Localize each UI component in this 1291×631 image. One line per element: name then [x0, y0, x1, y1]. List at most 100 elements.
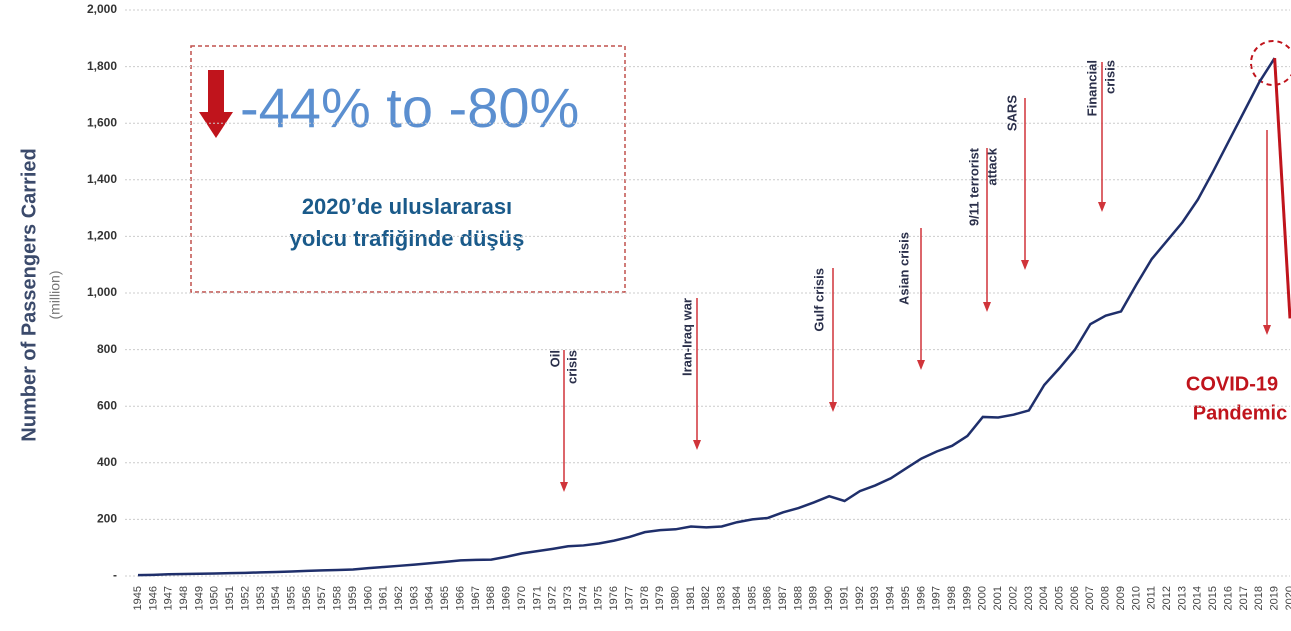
x-tick-label: 2001 — [992, 586, 1004, 610]
x-tick-label: 1996 — [915, 586, 927, 610]
covid-label: COVID-19 — [1186, 373, 1278, 395]
x-tick-label: 2003 — [1023, 586, 1035, 610]
annotation-text: Financial — [1084, 60, 1099, 116]
annotation-arrowhead — [560, 482, 568, 492]
x-tick-label: 1981 — [685, 586, 697, 610]
x-tick-label: 1986 — [762, 586, 774, 610]
x-tick-label: 2014 — [1192, 586, 1204, 610]
annotation-arrowhead — [1021, 260, 1029, 270]
x-tick-label: 1947 — [163, 586, 175, 610]
x-tick-label: 1972 — [547, 586, 559, 610]
annotation-arrowhead — [917, 360, 925, 370]
x-tick-label: 1955 — [286, 586, 298, 610]
x-tick-label: 2019 — [1269, 586, 1281, 610]
peak-circle — [1250, 40, 1291, 86]
y-axis-unit: (million) — [47, 271, 63, 320]
x-tick-label: 1998 — [946, 586, 958, 610]
x-tick-label: 1969 — [501, 586, 513, 610]
x-tick-label: 1946 — [147, 586, 159, 610]
annotation-text: 9/11 terrorist — [966, 147, 981, 226]
x-tick-label: 1953 — [255, 586, 267, 610]
x-tick-label: 2005 — [1054, 586, 1066, 610]
y-tick-label: 1,600 — [87, 115, 117, 129]
callout-headline: -44% to -80% — [240, 76, 579, 139]
x-tick-label: 1952 — [239, 586, 251, 610]
y-tick-label: 600 — [97, 398, 117, 412]
x-tick-label: 1963 — [408, 586, 420, 610]
x-tick-label: 1995 — [900, 586, 912, 610]
annotation-arrowhead — [1098, 202, 1106, 212]
x-tick-label: 1977 — [623, 586, 635, 610]
x-tick-label: 1980 — [670, 586, 682, 610]
x-tick-label: 2000 — [977, 586, 989, 610]
y-tick-label: 2,000 — [87, 2, 117, 16]
x-tick-label: 1967 — [470, 586, 482, 610]
data-line — [137, 57, 1276, 577]
annotation-text: Gulf crisis — [811, 268, 826, 332]
x-tick-label: 2020 — [1284, 586, 1291, 610]
x-tick-label: 2002 — [1007, 586, 1019, 610]
x-tick-label: 1992 — [854, 586, 866, 610]
callout-box — [190, 45, 626, 293]
y-tick-label: 1,000 — [87, 285, 117, 299]
y-tick-label: 400 — [97, 455, 117, 469]
x-tick-label: 1971 — [531, 586, 543, 610]
x-tick-label: 1950 — [209, 586, 221, 610]
x-tick-label: 1962 — [393, 586, 405, 610]
annotation-text: Iran-Iraq war — [679, 298, 694, 376]
y-tick-label: 1,400 — [87, 172, 117, 186]
x-tick-label: 1949 — [193, 586, 205, 610]
annotation-arrowhead — [829, 402, 837, 412]
x-tick-label: 1991 — [838, 586, 850, 610]
x-tick-label: 2016 — [1222, 586, 1234, 610]
x-tick-label: 2009 — [1115, 586, 1127, 610]
x-tick-label: 1948 — [178, 586, 190, 610]
x-tick-label: 2006 — [1069, 586, 1081, 610]
x-tick-label: 1974 — [577, 586, 589, 610]
y-tick-label: 800 — [97, 342, 117, 356]
annotation-arrowhead — [693, 440, 701, 450]
y-axis-label: Number of Passengers Carried — [18, 148, 40, 441]
x-tick-label: 1964 — [424, 586, 436, 610]
x-tick-label: 1985 — [746, 586, 758, 610]
annotation-text: crisis — [564, 350, 579, 384]
y-tick-label: 1,200 — [87, 229, 117, 243]
y-tick-label: 1,800 — [87, 59, 117, 73]
x-tick-label: 1960 — [362, 586, 374, 610]
x-tick-label: 1970 — [516, 586, 528, 610]
x-tick-label: 1984 — [731, 586, 743, 610]
annotation-text: Oil — [547, 350, 562, 367]
x-tick-label: 1965 — [439, 586, 451, 610]
y-tick-label: - — [113, 568, 117, 582]
x-tick-label: 1954 — [270, 586, 282, 610]
x-tick-label: 1989 — [808, 586, 820, 610]
y-tick-label: 200 — [97, 512, 117, 526]
x-tick-label: 2011 — [1146, 586, 1158, 610]
x-tick-label: 1959 — [347, 586, 359, 610]
covid-drop-line — [1273, 58, 1291, 319]
x-tick-label: 1990 — [823, 586, 835, 610]
x-tick-label: 1987 — [777, 586, 789, 610]
callout-text: yolcu trafiğinde düşüş — [290, 226, 525, 251]
x-tick-label: 1979 — [654, 586, 666, 610]
x-tick-label: 1994 — [885, 586, 897, 610]
x-tick-label: 1956 — [301, 586, 313, 610]
x-tick-label: 1982 — [700, 586, 712, 610]
x-tick-label: 2004 — [1038, 586, 1050, 610]
x-tick-label: 1966 — [454, 586, 466, 610]
annotation-arrowhead — [1263, 325, 1271, 335]
x-tick-label: 1957 — [316, 586, 328, 610]
x-tick-label: 2012 — [1161, 586, 1173, 610]
annotation-text: crisis — [1102, 60, 1117, 94]
x-tick-label: 1988 — [792, 586, 804, 610]
annotation-text: attack — [984, 147, 999, 185]
x-tick-label: 2013 — [1176, 586, 1188, 610]
x-tick-label: 1973 — [562, 586, 574, 610]
x-tick-label: 2015 — [1207, 586, 1219, 610]
x-tick-label: 2018 — [1253, 586, 1265, 610]
x-tick-label: 2017 — [1238, 586, 1250, 610]
annotation-text: Asian crisis — [896, 232, 911, 305]
x-tick-label: 1945 — [132, 586, 144, 610]
x-tick-label: 1976 — [608, 586, 620, 610]
